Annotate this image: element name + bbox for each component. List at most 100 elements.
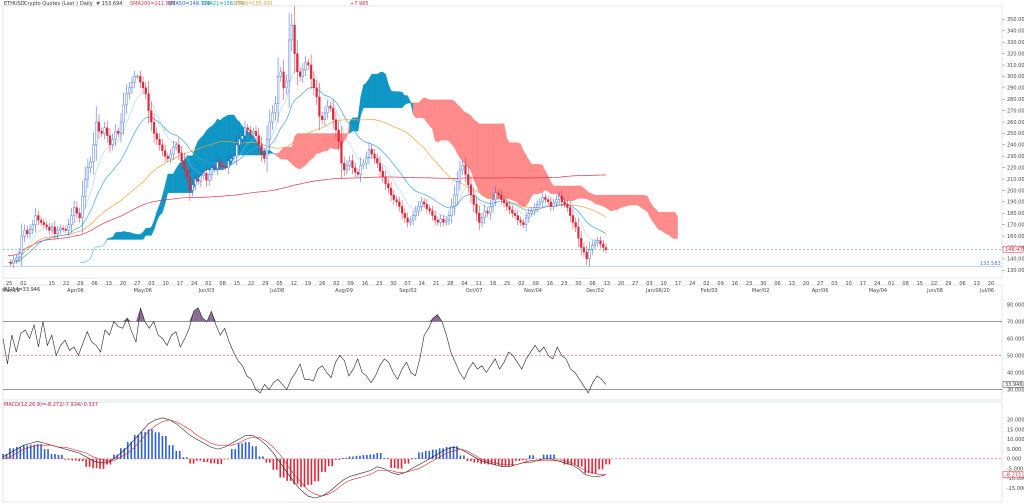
ichimoku-cloud-segment [495,123,499,200]
low-marker-label: 133.583 [980,261,1001,267]
ichimoku-cloud-segment [222,116,226,171]
candle-body [359,165,362,175]
candle-body [67,224,70,231]
date-day-label: 11 [476,281,482,287]
ichimoku-cloud-segment [360,84,364,116]
date-day-label: 04 [461,281,467,287]
ichimoku-cloud-segment [162,185,166,213]
ichimoku-cloud-segment [357,96,361,132]
ichimoku-cloud-segment [286,146,290,162]
macd-histogram-bar [563,458,566,465]
macd-histogram-bar [74,458,77,461]
candle-body [199,175,203,182]
candle-body [158,138,161,146]
ichimoku-cloud-segment [283,146,287,160]
macd-histogram-bar [348,456,351,459]
macd-histogram-bar [411,458,413,459]
macd-histogram-bar [50,454,53,459]
candle-body [205,173,208,181]
candle-body [15,257,18,261]
ichimoku-cloud-segment [115,231,119,240]
ichimoku-cloud-segment [520,143,524,208]
macd-histogram-bar [269,458,271,463]
ichimoku-cloud-segment [429,99,433,130]
macd-histogram-bar [487,458,489,465]
candle-body [494,192,497,200]
header-ema21: EMA21=158.770 [202,1,244,7]
candle-body [26,230,29,235]
date-day-label: 24 [191,281,197,287]
candle-body [56,230,59,235]
candle-body [580,238,583,248]
ichimoku-cloud-segment [614,194,618,211]
candle-body [400,206,404,214]
candle-body [64,229,67,231]
candle-body [166,156,169,159]
macd-tick-label: 20.000 [1007,418,1024,424]
candle-body [155,133,158,140]
candle-body [128,87,131,94]
date-day-label: 13 [789,281,795,287]
macd-histogram-bar [359,455,361,459]
macd-histogram-bar [470,458,472,462]
candle-body [114,130,117,140]
macd-histogram-bar [272,458,275,470]
ichimoku-cloud-segment [509,142,513,201]
macd-histogram-bar [553,454,555,459]
price-tick-label: 350.000 [1007,17,1024,23]
macd-histogram-bar [26,445,29,459]
header-sma200: SMA200=211.885 [130,1,175,7]
candle-body [453,194,456,207]
candle-body [439,218,442,223]
macd-histogram-bar [560,458,562,460]
ichimoku-cloud-segment [448,99,452,145]
ichimoku-cloud-segment [333,133,337,150]
candle-body [389,187,393,196]
date-day-label: 06 [589,281,595,287]
macd-histogram-bar [352,456,354,459]
macd-histogram-bar [438,448,441,459]
candle-body [183,160,186,171]
ichimoku-cloud-segment [104,238,108,245]
candle-body [28,229,32,235]
candle-body [219,161,222,166]
macd-histogram-bar [29,444,32,459]
macd-histogram-bar [522,458,524,461]
date-day-label: 20 [120,281,126,287]
candle-body [591,245,594,250]
date-day-label: 27 [632,281,638,287]
date-month-label: Jul/08 [269,288,284,294]
candle-body [417,206,420,212]
candle-body [343,162,346,171]
candle-body [456,181,459,196]
macd-histogram-bar [102,458,105,469]
ichimoku-cloud-segment [578,185,582,199]
macd-histogram-bar [310,458,313,485]
date-day-label: 08 [902,281,908,287]
ichimoku-cloud-segment [418,99,422,118]
candle-body [552,202,555,207]
candle-body [97,121,101,132]
price-tick-label: 280.000 [1007,97,1024,103]
candle-body [276,76,280,104]
candle-body [279,71,282,77]
macd-histogram-bar [154,432,157,459]
ichimoku-cloud-segment [407,95,411,104]
macd-histogram-bar [400,458,403,469]
ichimoku-cloud-segment [434,99,439,143]
candle-body [141,81,145,89]
candle-body [103,127,106,134]
date-month-label: Apr/06 [812,288,829,294]
macd-tick-label: -15.000 [1007,486,1024,492]
candle-body [175,144,178,148]
ichimoku-cloud-segment [644,194,648,212]
macd-histogram-bar [473,458,476,463]
macd-histogram-bar [605,458,607,465]
candle-body [533,207,536,212]
candle-body [345,165,349,171]
macd-histogram-bar [528,455,531,459]
ichimoku-cloud-segment [523,150,527,208]
date-day-label: 22 [63,281,69,287]
ichimoku-cloud-segment [101,243,105,247]
